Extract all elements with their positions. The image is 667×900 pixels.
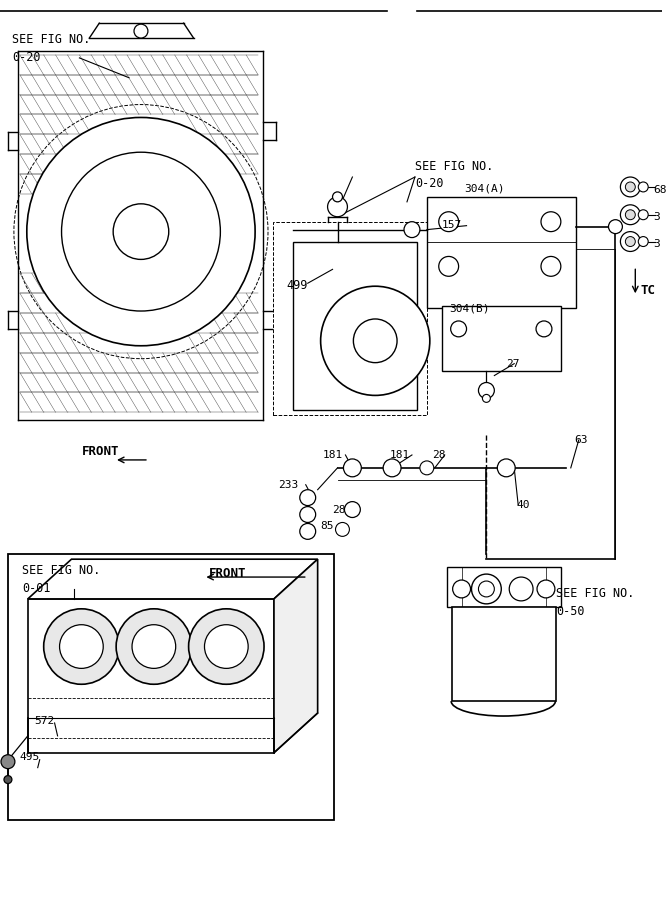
Circle shape (299, 507, 315, 523)
Bar (8, 554, 334, 820)
Text: FRONT: FRONT (209, 567, 246, 580)
Circle shape (404, 221, 420, 238)
Circle shape (354, 319, 397, 363)
Circle shape (608, 220, 622, 234)
Polygon shape (28, 559, 317, 598)
Circle shape (321, 286, 430, 395)
Bar (427, 197, 576, 308)
Circle shape (541, 256, 561, 276)
Text: 304(B): 304(B) (450, 303, 490, 313)
Circle shape (420, 461, 434, 475)
Circle shape (333, 192, 342, 202)
Circle shape (537, 580, 555, 598)
Circle shape (638, 210, 648, 220)
Circle shape (638, 182, 648, 192)
Circle shape (478, 382, 494, 399)
Text: 28: 28 (432, 450, 446, 460)
Text: 3: 3 (653, 238, 660, 248)
Text: FRONT: FRONT (81, 445, 119, 458)
Text: SEE FIG NO.: SEE FIG NO. (556, 587, 634, 600)
Text: 495: 495 (20, 752, 40, 761)
Bar (447, 567, 561, 607)
Circle shape (116, 608, 191, 684)
Circle shape (482, 394, 490, 402)
Circle shape (336, 523, 350, 536)
Circle shape (205, 625, 248, 669)
Text: 572: 572 (35, 716, 55, 726)
Circle shape (189, 608, 264, 684)
Text: 0-20: 0-20 (12, 51, 41, 64)
Text: 28: 28 (333, 505, 346, 515)
Text: 304(A): 304(A) (464, 184, 505, 194)
Text: SEE FIG NO.: SEE FIG NO. (12, 33, 90, 46)
Text: 0-50: 0-50 (556, 605, 584, 618)
Circle shape (4, 776, 12, 784)
Circle shape (626, 237, 635, 247)
Text: 181: 181 (323, 450, 343, 460)
Circle shape (132, 625, 175, 669)
Text: 181: 181 (390, 450, 410, 460)
Circle shape (134, 24, 148, 38)
Text: 157: 157 (442, 220, 462, 230)
Bar (28, 598, 274, 752)
Circle shape (620, 177, 640, 197)
Bar (442, 306, 561, 371)
Circle shape (1, 755, 15, 769)
Circle shape (536, 321, 552, 337)
Text: 68: 68 (653, 185, 666, 195)
Text: 0-01: 0-01 (22, 582, 50, 595)
Circle shape (27, 118, 255, 346)
Circle shape (299, 524, 315, 539)
Circle shape (344, 459, 362, 477)
Circle shape (439, 256, 459, 276)
Text: SEE FIG NO.: SEE FIG NO. (22, 564, 100, 577)
Circle shape (453, 580, 470, 598)
Circle shape (451, 321, 466, 337)
Circle shape (299, 490, 315, 506)
Text: 40: 40 (516, 500, 530, 509)
Circle shape (344, 501, 360, 518)
Circle shape (383, 459, 401, 477)
Circle shape (113, 203, 169, 259)
Polygon shape (274, 559, 317, 752)
Circle shape (478, 581, 494, 597)
Circle shape (61, 152, 220, 311)
Circle shape (59, 625, 103, 669)
Circle shape (472, 574, 502, 604)
Circle shape (541, 212, 561, 231)
Circle shape (626, 210, 635, 220)
Bar (293, 241, 417, 410)
Text: SEE FIG NO.: SEE FIG NO. (415, 160, 494, 173)
Circle shape (638, 237, 648, 247)
Circle shape (439, 212, 459, 231)
Bar (273, 221, 427, 415)
Text: 499: 499 (286, 279, 307, 292)
Bar (452, 607, 556, 701)
Text: 3: 3 (653, 212, 660, 221)
Circle shape (327, 197, 348, 217)
Circle shape (498, 459, 515, 477)
Text: 0-20: 0-20 (415, 177, 444, 190)
Circle shape (626, 182, 635, 192)
Circle shape (43, 608, 119, 684)
Text: 233: 233 (278, 480, 298, 490)
Text: TC: TC (640, 284, 655, 297)
Text: 85: 85 (321, 521, 334, 532)
Text: 27: 27 (506, 359, 520, 369)
Circle shape (509, 577, 533, 601)
Circle shape (620, 231, 640, 251)
Text: 63: 63 (574, 435, 587, 446)
Circle shape (620, 205, 640, 225)
